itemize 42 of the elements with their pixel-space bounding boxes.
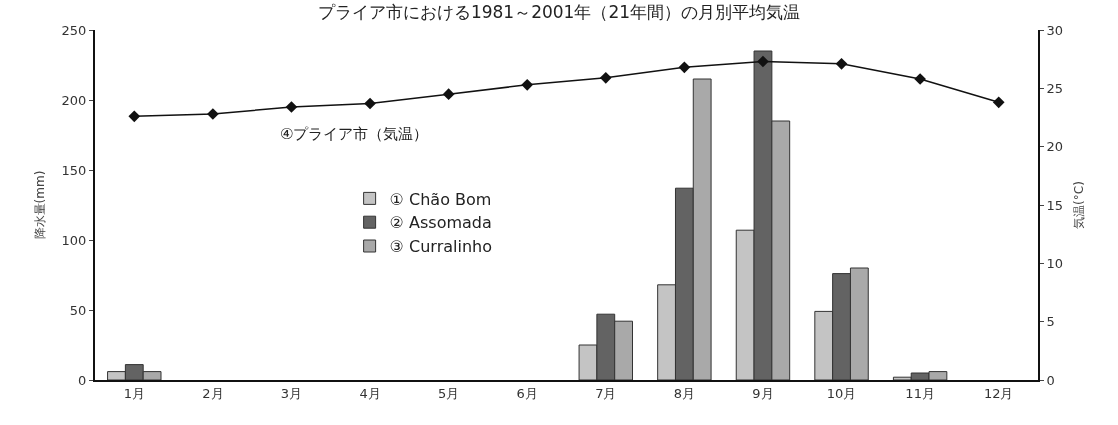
- point: [442, 88, 455, 101]
- point: [364, 97, 376, 110]
- legend-label: ③ Curralinho: [389, 237, 492, 257]
- x-tick-label: 2月: [202, 385, 224, 401]
- y-tick-label: 100: [61, 232, 87, 248]
- y2-axis-title: 気温(°C): [1071, 181, 1086, 229]
- y2-tick-label: 15: [1046, 197, 1064, 213]
- y2-tick-label: 5: [1046, 314, 1055, 330]
- point: [521, 78, 534, 91]
- series-label: ④プライア市（気温）: [280, 125, 429, 143]
- x-tick-label: 9月: [752, 385, 774, 401]
- y-tick-label: 150: [61, 162, 87, 178]
- y-tick-label: 250: [61, 22, 87, 38]
- point: [678, 61, 691, 74]
- y-tick-label: 200: [61, 92, 87, 108]
- point: [835, 57, 848, 70]
- x-tick-label: 12月: [983, 385, 1014, 401]
- chart-title: プライア市における1981～2001年（21年間）の月別平均気温: [317, 2, 801, 23]
- point: [992, 96, 1005, 109]
- point: [285, 101, 298, 113]
- point: [128, 110, 141, 123]
- x-tick-label: 10月: [826, 385, 857, 401]
- x-tick-label: 4月: [359, 385, 381, 401]
- x-tick-label: 5月: [437, 385, 460, 401]
- y-tick-label: 0: [78, 372, 87, 388]
- point: [757, 55, 769, 68]
- x-tick-label: 8月: [673, 385, 696, 401]
- x-tick-label: 3月: [280, 385, 303, 401]
- x-tick-label: 11月: [905, 385, 935, 401]
- legend-label: ② Assomada: [389, 213, 492, 233]
- x-tick-label: 1月: [123, 385, 145, 401]
- y2-tick-label: 25: [1046, 80, 1064, 96]
- y2-tick-label: 30: [1046, 22, 1064, 38]
- y-axis-title: 降水量(mm): [33, 170, 48, 240]
- point: [599, 71, 612, 84]
- y2-tick-label: 10: [1046, 255, 1064, 271]
- x-tick-label: 7月: [595, 385, 617, 401]
- y-tick-label: 50: [69, 302, 87, 318]
- y2-tick-label: 20: [1046, 139, 1064, 155]
- x-tick-label: 6月: [516, 385, 538, 401]
- legend-label: ① Chão Bom: [389, 189, 492, 209]
- y2-tick-label: 0: [1046, 372, 1055, 388]
